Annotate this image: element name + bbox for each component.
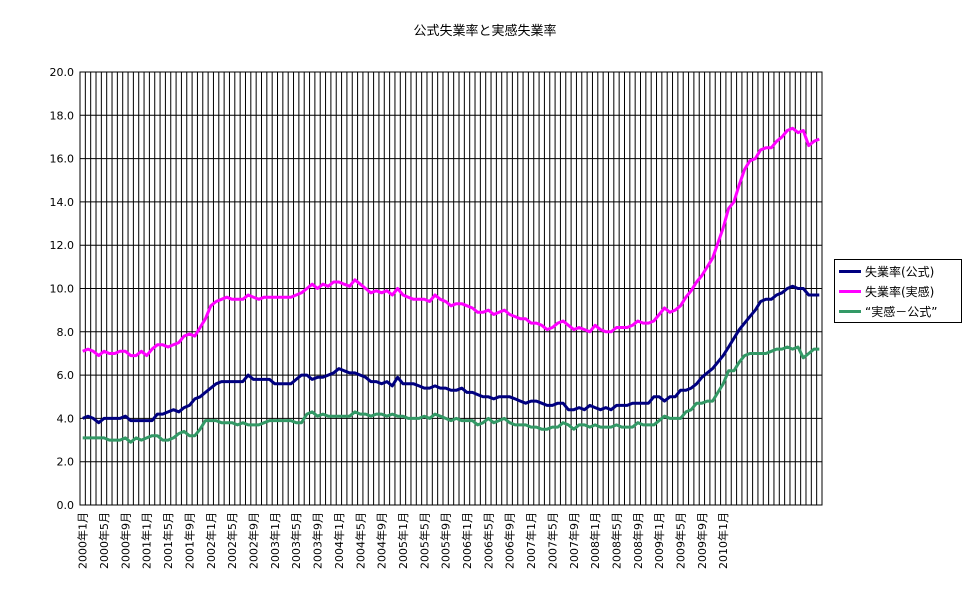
legend-label-difference: “実感－公式” (865, 304, 938, 319)
x-tick-label: 2009年9月 (695, 512, 709, 569)
x-tick-label: 2001年9月 (182, 512, 196, 569)
series-line-0 (82, 284, 820, 425)
x-tick-label: 2003年1月 (268, 512, 282, 569)
y-tick-label: 16.0 (50, 153, 75, 166)
x-tick-label: 2005年9月 (439, 512, 453, 569)
x-tick-label: 2007年1月 (524, 512, 538, 569)
y-tick-label: 18.0 (50, 109, 75, 122)
series-lines (82, 126, 820, 444)
y-tick-label: 10.0 (50, 283, 75, 296)
legend-swatch-official (839, 269, 861, 273)
x-tick-label: 2009年1月 (652, 512, 666, 569)
y-tick-label: 8.0 (57, 326, 75, 339)
grid (79, 71, 823, 506)
x-tick-label: 2000年9月 (118, 512, 132, 569)
x-tick-label: 2002年9月 (246, 512, 260, 569)
x-tick-label: 2004年5月 (353, 512, 367, 569)
x-tick-label: 2009年5月 (674, 512, 688, 569)
x-tick-label: 2008年9月 (631, 512, 645, 569)
legend-swatch-perceived (839, 289, 861, 293)
x-tick-label: 2001年5月 (161, 512, 175, 569)
series-line-1 (82, 126, 820, 358)
x-tick-label: 2007年9月 (567, 512, 581, 569)
x-tick-label: 2004年1月 (332, 512, 346, 569)
x-tick-label: 2010年1月 (716, 512, 730, 569)
y-tick-label: 20.0 (50, 66, 75, 79)
legend-label-perceived: 失業率(実感) (865, 284, 935, 299)
x-tick-label: 2005年5月 (417, 512, 431, 569)
x-tick-label: 2006年9月 (503, 512, 517, 569)
x-tick-label: 2008年1月 (588, 512, 602, 569)
x-tick-label: 2006年5月 (481, 512, 495, 569)
x-tick-label: 2003年9月 (311, 512, 325, 569)
chart-title: 公式失業率と実感失業率 (413, 24, 557, 39)
y-tick-label: 6.0 (57, 369, 75, 382)
legend-swatch-difference (839, 309, 861, 313)
y-tick-label: 2.0 (57, 456, 75, 469)
x-tick-label: 2007年5月 (545, 512, 559, 569)
series-line-2 (82, 345, 820, 444)
x-tick-label: 2002年5月 (225, 512, 239, 569)
x-tick-label: 2000年1月 (76, 512, 90, 569)
legend-item-difference: “実感－公式” (839, 302, 937, 320)
y-tick-label: 14.0 (50, 196, 75, 209)
axes: 0.0 2.0 4.0 6.0 8.0 10.0 12.0 14.0 16.0 18.0 20.0 2… (50, 66, 731, 569)
x-tick-label: 2002年1月 (204, 512, 218, 569)
legend: 失業率(公式) 失業率(実感) “実感－公式” (834, 259, 962, 323)
x-tick-label: 2005年1月 (396, 512, 410, 569)
y-tick-label: 0.0 (57, 499, 75, 512)
x-tick-label: 2008年5月 (609, 512, 623, 569)
legend-item-perceived: 失業率(実感) (839, 282, 934, 300)
x-tick-label: 2003年5月 (289, 512, 303, 569)
legend-label-official: 失業率(公式) (865, 264, 935, 279)
y-tick-label: 4.0 (57, 412, 75, 425)
legend-item-official: 失業率(公式) (839, 262, 934, 280)
x-tick-label: 2006年1月 (460, 512, 474, 569)
y-tick-label: 12.0 (50, 239, 75, 252)
x-tick-label: 2004年9月 (375, 512, 389, 569)
x-tick-label: 2000年5月 (97, 512, 111, 569)
x-tick-label: 2001年1月 (140, 512, 154, 569)
